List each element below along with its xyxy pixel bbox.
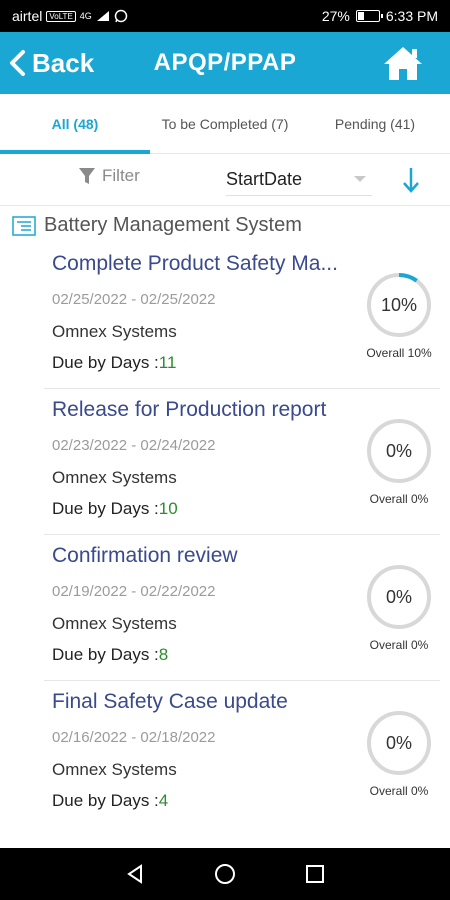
progress-percent: 0% xyxy=(385,440,412,461)
overall-progress: Overall 0% xyxy=(369,492,429,506)
tab-pending[interactable]: Pending (41) xyxy=(334,115,416,132)
divider xyxy=(44,680,440,681)
tab-bar: All (48) To be Completed (7) Pending (41… xyxy=(0,94,450,154)
progress-ring: 0% xyxy=(366,710,432,776)
task-title[interactable]: Confirmation review xyxy=(52,544,238,567)
progress-ring: 0% xyxy=(366,564,432,630)
progress-percent: 10% xyxy=(380,294,418,315)
sort-direction-button[interactable] xyxy=(398,164,424,201)
due-label: Due by Days : xyxy=(52,353,159,372)
progress-percent: 0% xyxy=(385,732,412,753)
network-tag: VoLTE xyxy=(46,10,76,22)
overall-progress: Overall 0% xyxy=(369,784,429,798)
due-days: 4 xyxy=(158,791,169,810)
status-bar: airtel VoLTE 4G 27% 6:33 PM xyxy=(0,0,450,32)
due-label: Due by Days : xyxy=(52,791,159,810)
due-label: Due by Days : xyxy=(52,645,159,664)
section-title: Battery Management System xyxy=(44,214,302,236)
signal-type: 4G xyxy=(79,11,92,21)
progress-percent: 0% xyxy=(385,586,412,607)
sort-value: StartDate xyxy=(226,169,303,189)
filter-button[interactable]: Filter xyxy=(78,166,140,186)
due-days: 10 xyxy=(158,499,178,518)
section-header: Battery Management System xyxy=(12,214,302,237)
status-right: 27% 6:33 PM xyxy=(322,8,438,24)
filter-label: Filter xyxy=(102,166,140,185)
task-title[interactable]: Complete Product Safety Ma... xyxy=(52,252,338,275)
home-icon xyxy=(384,47,422,80)
task-due: Due by Days :11 xyxy=(52,353,176,373)
due-label: Due by Days : xyxy=(52,499,159,518)
page-title: APQP/PPAP xyxy=(153,49,297,76)
task-company: Omnex Systems xyxy=(52,322,177,341)
signal-icon xyxy=(96,11,109,21)
back-label: Back xyxy=(32,47,95,78)
system-nav-bar xyxy=(0,848,450,900)
task-company: Omnex Systems xyxy=(52,614,177,633)
filter-row: Filter StartDate xyxy=(0,154,450,206)
chevron-down-icon xyxy=(354,176,366,182)
task-dates: 02/23/2022 - 02/24/2022 xyxy=(52,437,216,454)
arrow-down-icon xyxy=(403,168,419,193)
task-company: Omnex Systems xyxy=(52,760,177,779)
task-title[interactable]: Release for Production report xyxy=(52,398,327,421)
clock: 6:33 PM xyxy=(385,8,438,24)
whatsapp-icon xyxy=(114,9,128,23)
tab-all[interactable]: All (48) xyxy=(0,94,150,154)
overall-progress: Overall 10% xyxy=(366,346,432,360)
carrier-name: airtel xyxy=(12,8,43,24)
sort-select[interactable]: StartDate xyxy=(226,164,372,196)
progress-ring: 10% xyxy=(366,272,432,338)
progress-ring: 0% xyxy=(366,418,432,484)
task-dates: 02/25/2022 - 02/25/2022 xyxy=(52,291,216,308)
battery-percent: 27% xyxy=(321,8,350,24)
home-circle-icon[interactable] xyxy=(214,863,236,885)
filter-icon xyxy=(79,168,95,184)
task-item[interactable]: Complete Product Safety Ma... 02/25/2022… xyxy=(0,216,450,389)
divider xyxy=(44,534,440,535)
home-button[interactable] xyxy=(382,44,424,87)
task-title[interactable]: Final Safety Case update xyxy=(52,690,288,713)
task-item[interactable]: Release for Production report 02/23/2022… xyxy=(0,362,450,535)
task-company: Omnex Systems xyxy=(52,468,177,487)
task-dates: 02/19/2022 - 02/22/2022 xyxy=(52,583,216,600)
task-due: Due by Days :8 xyxy=(52,645,168,665)
overall-progress: Overall 0% xyxy=(369,638,429,652)
task-item[interactable]: Final Safety Case update 02/16/2022 - 02… xyxy=(0,654,450,810)
divider xyxy=(44,388,440,389)
task-due: Due by Days :4 xyxy=(52,791,168,811)
document-list-icon xyxy=(12,215,36,236)
recents-square-icon[interactable] xyxy=(304,863,326,885)
battery-icon xyxy=(355,10,383,22)
task-item[interactable]: Confirmation review 02/19/2022 - 02/22/2… xyxy=(0,508,450,681)
task-dates: 02/16/2022 - 02/18/2022 xyxy=(52,729,216,746)
back-button[interactable]: Back xyxy=(8,32,94,94)
due-days: 8 xyxy=(158,645,169,664)
chevron-left-icon xyxy=(10,50,25,76)
due-days: 11 xyxy=(158,353,177,372)
tab-to-be-completed[interactable]: To be Completed (7) xyxy=(161,115,289,132)
app-header: Back APQP/PPAP xyxy=(0,32,450,94)
back-triangle-icon[interactable] xyxy=(124,863,146,885)
task-due: Due by Days :10 xyxy=(52,499,178,519)
status-left: airtel VoLTE 4G xyxy=(12,8,128,24)
